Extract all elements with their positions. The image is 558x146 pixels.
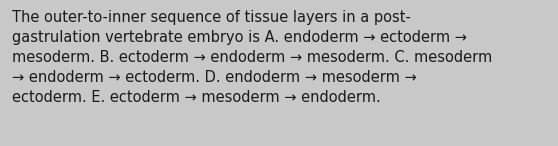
Text: The outer-to-inner sequence of tissue layers in a post-
gastrulation vertebrate : The outer-to-inner sequence of tissue la…	[12, 10, 493, 105]
